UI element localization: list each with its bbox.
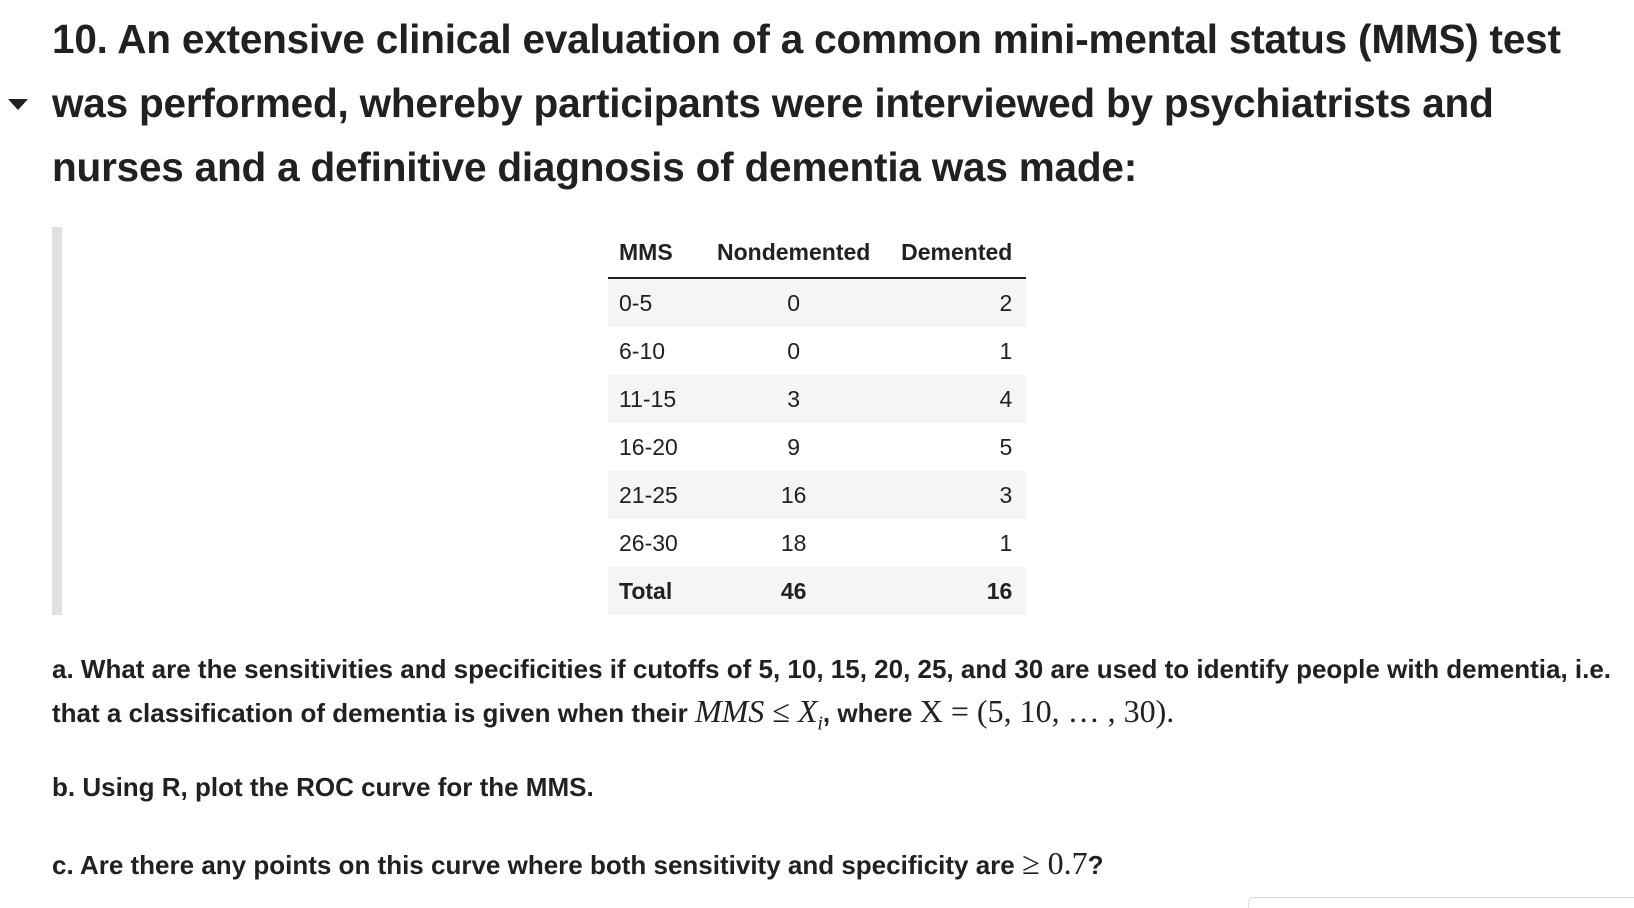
- question-a-text: a. What are the sensitivities and specif…: [52, 654, 1612, 728]
- math-mms: MMS: [694, 693, 765, 729]
- table-row: 11-15 3 4: [608, 375, 1027, 423]
- table-total-row: Total 46 16: [608, 567, 1027, 615]
- cell-mms: 6-10: [619, 337, 666, 364]
- math-subscript: i: [817, 712, 823, 735]
- question-c-text: c. Are there any points on this curve wh…: [52, 850, 1022, 880]
- cell-demented: 3: [881, 471, 1027, 519]
- cell-mms: 11-15: [608, 375, 706, 423]
- cell-total-demented: 16: [881, 567, 1027, 615]
- collapse-section-caret-icon[interactable]: [8, 99, 28, 110]
- cell-mms: 16-20: [619, 433, 678, 460]
- cell-nondemented: 9: [787, 433, 801, 460]
- cell-nondemented: 3: [706, 375, 882, 423]
- cell-demented: 4: [881, 375, 1027, 423]
- cell-nondemented: 0: [787, 337, 801, 364]
- cell-mms: 0-5: [608, 278, 706, 327]
- cell-demented: 1: [999, 529, 1013, 556]
- question-heading: 10. An extensive clinical evaluation of …: [52, 16, 1561, 190]
- cell-total-nondemented: 46: [706, 567, 882, 615]
- table-header-row: MMS Nondemented Demented: [608, 227, 1027, 279]
- cell-mms: 21-25: [608, 471, 706, 519]
- question-a: a. What are the sensitivities and specif…: [52, 648, 1632, 744]
- question-c-end: ?: [1087, 850, 1104, 880]
- cell-nondemented: 18: [780, 529, 807, 556]
- cell-demented: 5: [999, 433, 1013, 460]
- table-row: 26-30 18 1: [608, 519, 1026, 567]
- question-a-where: , where: [822, 698, 920, 728]
- floating-panel-edge: [1248, 897, 1634, 908]
- math-x-definition: X = (5, 10, … , 30).: [919, 693, 1175, 729]
- cell-nondemented: 0: [706, 278, 882, 327]
- table-row: 16-20 9 5: [608, 423, 1026, 471]
- cell-mms: 26-30: [619, 529, 678, 556]
- question-b: b. Using R, plot the ROC curve for the M…: [52, 772, 594, 802]
- table-row: 0-5 0 2: [608, 278, 1027, 327]
- table-row: 6-10 0 1: [608, 327, 1026, 375]
- cell-total-label: Total: [608, 567, 706, 615]
- math-leq: ≤: [764, 693, 798, 729]
- question-c: c. Are there any points on this curve wh…: [52, 842, 1632, 886]
- cell-nondemented: 16: [706, 471, 882, 519]
- math-threshold: ≥ 0.7: [1022, 845, 1088, 881]
- math-condition: MMS ≤ Xi: [694, 693, 823, 734]
- cell-demented: 1: [999, 337, 1013, 364]
- table-row: 21-25 16 3: [608, 471, 1027, 519]
- cell-demented: 2: [881, 278, 1027, 327]
- column-header-mms: MMS: [608, 227, 706, 279]
- math-x: X: [797, 693, 818, 729]
- column-header-nondemented: Nondemented: [706, 227, 882, 279]
- mms-table: MMS Nondemented Demented 0-5 0 2 6-10 0 …: [608, 227, 1027, 615]
- blockquote-bar: [52, 227, 62, 615]
- column-header-demented: Demented: [881, 227, 1027, 279]
